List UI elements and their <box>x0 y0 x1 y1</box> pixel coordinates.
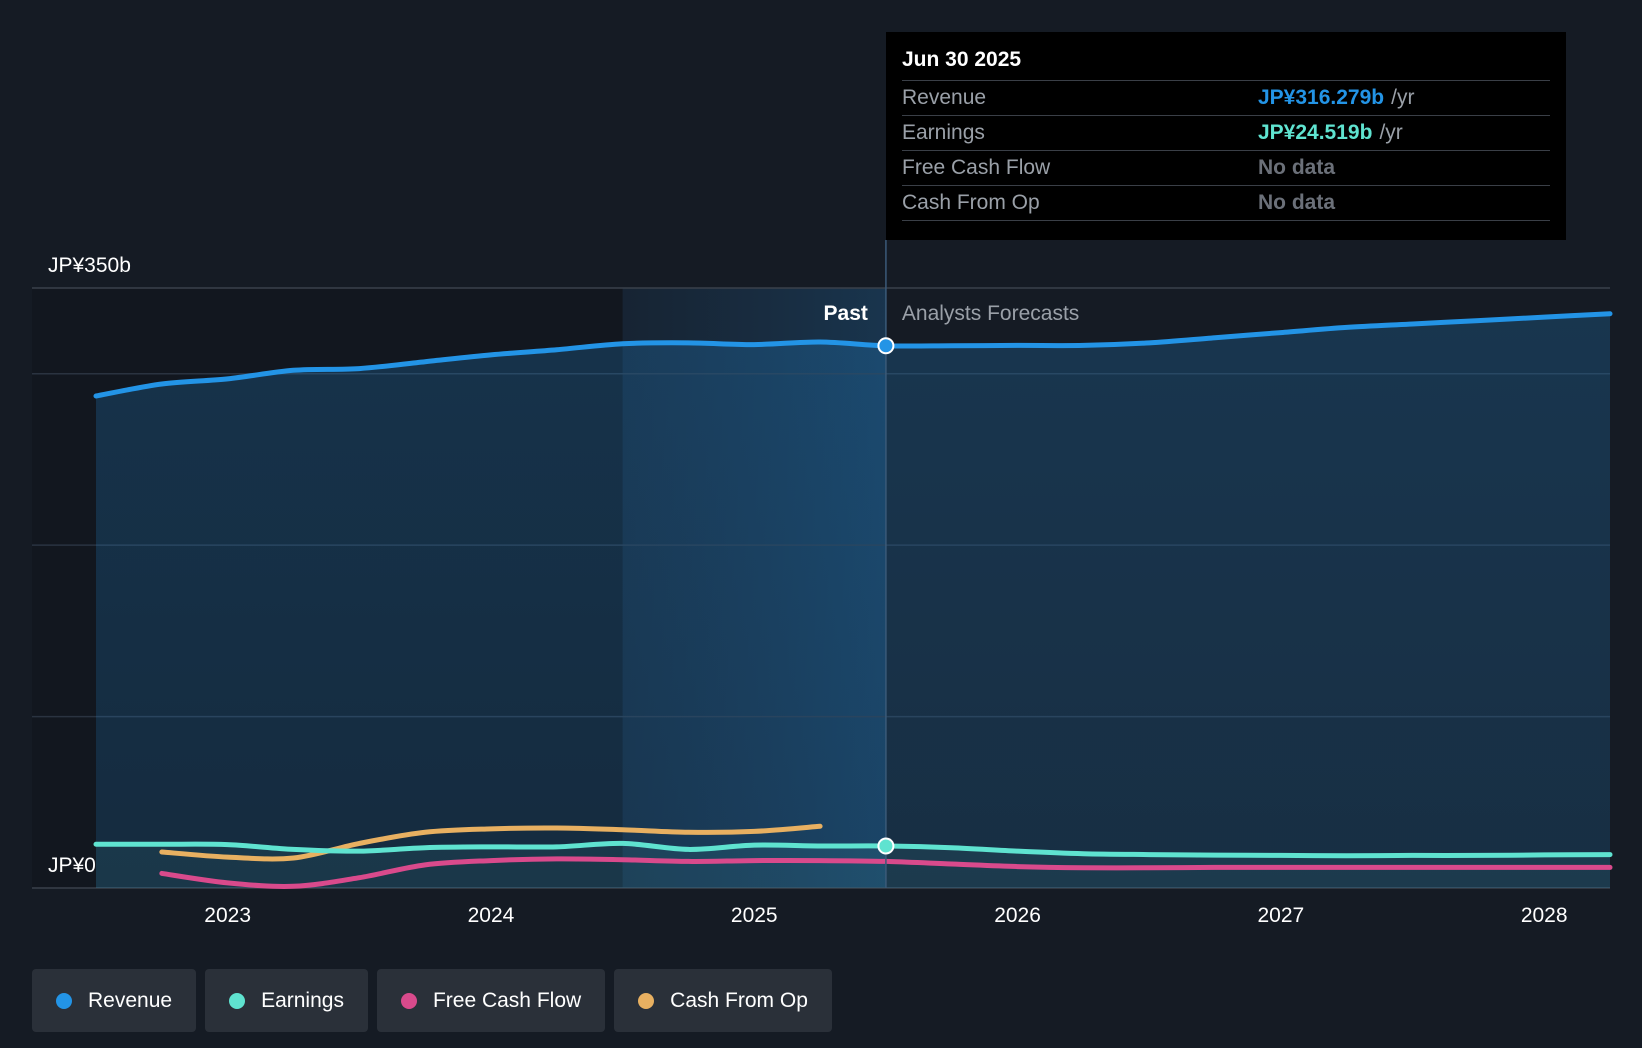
series-line-cash-from-op <box>159 823 823 862</box>
legend-dot-icon <box>229 992 246 1009</box>
series-line-earnings <box>93 840 1613 859</box>
legend-label: Cash From Op <box>670 988 808 1012</box>
tooltip-row-earnings: Earnings JP¥24.519b /yr <box>902 116 1550 151</box>
x-tick-label: 2024 <box>468 904 515 927</box>
x-tick-label: 2028 <box>1521 904 1568 927</box>
tooltip-label: Revenue <box>902 86 987 109</box>
legend-item-cash-from-op[interactable]: Cash From Op <box>614 969 832 1032</box>
tooltip-value: No data <box>1258 156 1336 179</box>
highlight-point-revenue <box>877 337 895 355</box>
tooltip-label: Free Cash Flow <box>902 156 1051 179</box>
tooltip: Jun 30 2025 Revenue JP¥316.279b /yr Earn… <box>886 32 1566 240</box>
tooltip-row-free-cash-flow: Free Cash Flow No data <box>902 151 1550 186</box>
legend-item-earnings[interactable]: Earnings <box>205 969 368 1032</box>
x-tick-label: 2026 <box>994 904 1041 927</box>
revenue-area <box>96 313 1610 888</box>
y-axis-bottom-label: JP¥0 <box>48 854 96 877</box>
tooltip-value: JP¥316.279b <box>1258 86 1385 109</box>
tooltip-date: Jun 30 2025 <box>902 46 1550 81</box>
past-label: Past <box>824 302 868 325</box>
y-axis-top-label: JP¥350b <box>48 254 131 277</box>
forecast-label: Analysts Forecasts <box>902 302 1079 325</box>
legend-label: Revenue <box>88 988 173 1012</box>
tooltip-label: Cash From Op <box>902 191 1040 214</box>
x-tick-label: 2023 <box>204 904 251 927</box>
legend-item-free-cash-flow[interactable]: Free Cash Flow <box>376 969 606 1032</box>
tooltip-label: Earnings <box>902 121 985 144</box>
x-tick-label: 2025 <box>731 904 778 927</box>
tooltip-unit: /yr <box>1391 86 1415 109</box>
legend-dot-icon <box>56 992 72 1009</box>
series-line-revenue <box>93 311 1613 399</box>
tooltip-row-cash-from-op: Cash From Op No data <box>902 186 1550 221</box>
highlight-point-earnings <box>877 837 895 855</box>
legend-item-revenue[interactable]: Revenue <box>32 969 197 1032</box>
legend-label: Earnings <box>261 988 344 1012</box>
legend-dot-icon <box>400 992 417 1009</box>
x-tick-label: 2027 <box>1258 904 1305 927</box>
legend-label: Free Cash Flow <box>432 988 582 1012</box>
legend-dot-icon <box>638 992 655 1009</box>
tooltip-value: No data <box>1258 191 1336 214</box>
legend: Revenue Earnings Free Cash Flow Cash Fro… <box>32 969 832 1032</box>
earnings-area <box>96 843 1610 888</box>
tooltip-row-revenue: Revenue JP¥316.279b /yr <box>902 81 1550 116</box>
tooltip-value: JP¥24.519b <box>1258 121 1373 144</box>
tooltip-unit: /yr <box>1379 121 1403 144</box>
